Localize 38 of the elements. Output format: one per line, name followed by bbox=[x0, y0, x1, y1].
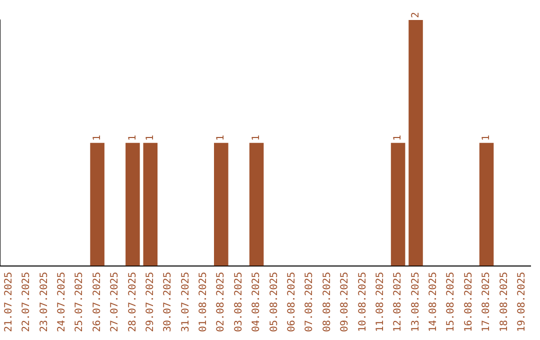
x-tick-label: 10.08.2025 bbox=[357, 272, 368, 332]
data-label: 1 bbox=[481, 134, 492, 141]
x-tick-label: 12.08.2025 bbox=[392, 272, 404, 332]
x-tick-label: 30.07.2025 bbox=[162, 272, 174, 332]
x-tick-label: 31.07.2025 bbox=[180, 272, 192, 332]
x-tick-label: 29.07.2025 bbox=[144, 272, 156, 332]
x-tick-label: 04.08.2025 bbox=[251, 272, 262, 332]
x-tick-label: 26.07.2025 bbox=[92, 272, 103, 332]
data-label: 1 bbox=[216, 134, 227, 141]
x-tick-label: 17.08.2025 bbox=[481, 272, 492, 332]
data-label: 1 bbox=[92, 134, 103, 141]
x-tick-label: 18.08.2025 bbox=[498, 272, 510, 332]
data-label: 2 bbox=[410, 12, 422, 18]
data-label: 1 bbox=[251, 134, 262, 141]
x-tick-label: 01.08.2025 bbox=[198, 272, 210, 332]
x-tick-label: 07.08.2025 bbox=[304, 272, 316, 332]
data-label: 1 bbox=[144, 134, 156, 141]
x-tick-label: 03.08.2025 bbox=[233, 272, 244, 332]
x-tick-label: 24.07.2025 bbox=[56, 272, 68, 332]
x-tick-label: 02.08.2025 bbox=[216, 272, 227, 332]
x-tick-label: 15.08.2025 bbox=[446, 272, 457, 332]
x-tick-label: 25.07.2025 bbox=[74, 272, 86, 332]
x-tick-label: 09.08.2025 bbox=[340, 272, 351, 332]
data-label: 1 bbox=[392, 134, 404, 141]
x-tick-label: 13.08.2025 bbox=[410, 272, 422, 332]
x-tick-label: 08.08.2025 bbox=[322, 272, 333, 332]
x-tick-label: 28.07.2025 bbox=[127, 272, 138, 332]
x-tick-label: 22.07.2025 bbox=[21, 272, 32, 332]
x-tick-label: 06.08.2025 bbox=[286, 272, 298, 332]
x-tick-label: 05.08.2025 bbox=[268, 272, 280, 332]
x-tick-label: 21.07.2025 bbox=[3, 272, 14, 332]
x-tick-label: 19.08.2025 bbox=[516, 272, 528, 332]
data-label: 1 bbox=[127, 134, 138, 141]
x-tick-label: 16.08.2025 bbox=[463, 272, 474, 332]
x-tick-label: 11.08.2025 bbox=[374, 272, 386, 332]
x-tick-label: 23.07.2025 bbox=[38, 272, 50, 332]
x-tick-label: 27.07.2025 bbox=[110, 272, 121, 332]
x-tick-label: 14.08.2025 bbox=[428, 272, 440, 332]
